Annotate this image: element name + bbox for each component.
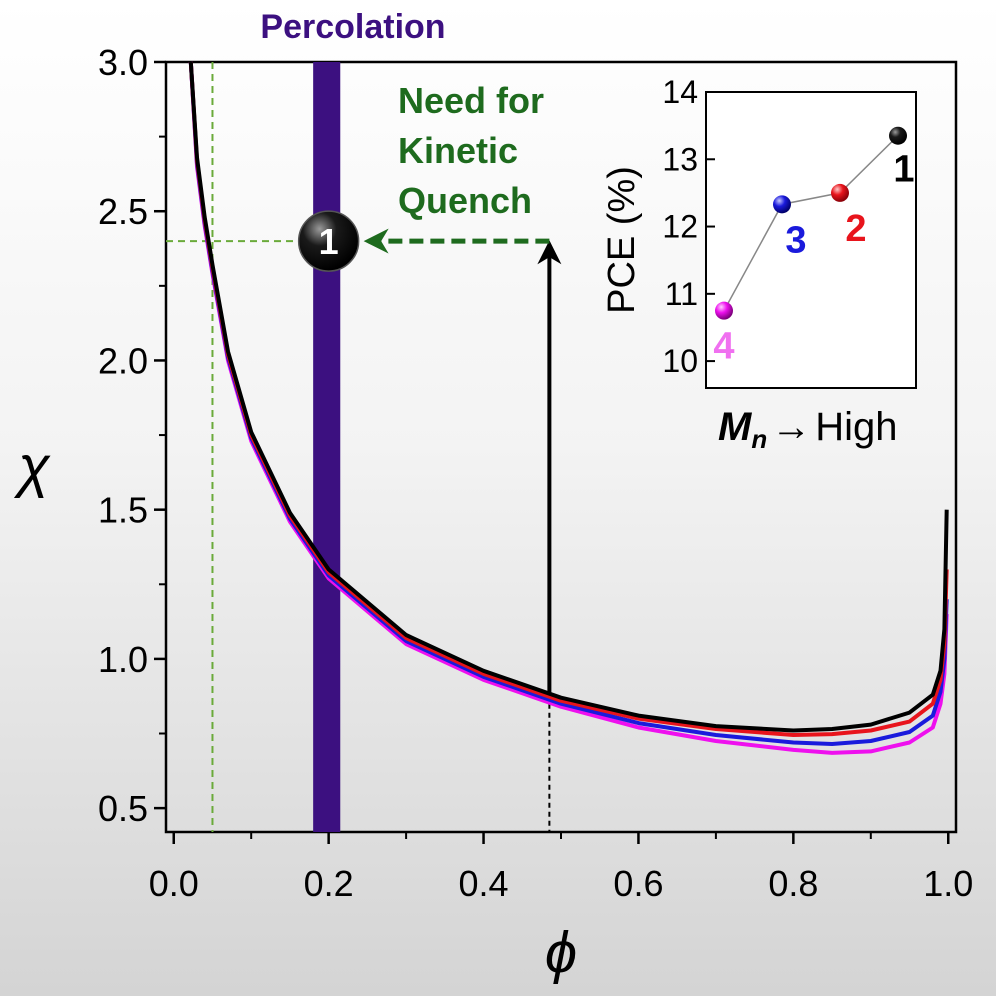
inset-x-text: High — [815, 405, 897, 449]
inset-y-tick-label: 14 — [662, 74, 698, 110]
y-tick-label: 0.5 — [98, 788, 148, 829]
inset-x-arrow: → — [771, 405, 811, 449]
inset-point-1 — [889, 126, 907, 145]
inset-axis-ticks: 10 11 12 13 14 — [662, 74, 715, 379]
x-tick-label: 0.6 — [613, 863, 663, 904]
quench-label-line-2: Kinetic — [398, 130, 518, 171]
inset-point-2 — [831, 183, 849, 202]
inset-y-tick-label: 10 — [662, 343, 698, 379]
y-tick-label: 1.5 — [98, 490, 148, 531]
inset-x-subscript: n — [751, 424, 767, 454]
inset-y-tick-label: 12 — [662, 209, 698, 245]
reference-lines — [166, 62, 551, 832]
y-tick-label: 3.0 — [98, 42, 148, 83]
inset-x-axis-title: Mn → High — [718, 405, 897, 454]
x-axis-title: ϕ — [545, 920, 577, 985]
percolation-band — [313, 62, 341, 832]
inset-point-3 — [773, 195, 791, 214]
x-tick-label: 0.8 — [768, 863, 818, 904]
inset-point-label-3: 3 — [785, 219, 806, 261]
svg-text:Mn→High: Mn → High — [718, 405, 897, 454]
arrow-layer — [363, 228, 562, 695]
curve-layer — [188, 61, 949, 755]
inset-point-label-1: 1 — [893, 149, 914, 191]
percolation-label: Percolation — [260, 8, 445, 46]
x-tick-label: 1.0 — [923, 863, 973, 904]
y-tick-label: 2.0 — [98, 340, 148, 381]
curve-series-0 — [188, 61, 949, 733]
y-axis-title: χ — [13, 434, 51, 499]
x-tick-label: 0.2 — [304, 863, 354, 904]
main-axis-ticks: 0.0 0.2 0.4 0.6 0.8 1.0 0.5 1.0 1.5 2.0 2.5 3.0 — [98, 42, 973, 904]
inset-y-tick-label: 11 — [665, 276, 698, 312]
inset-x-symbol: M — [718, 405, 753, 449]
y-tick-label: 1.0 — [98, 639, 148, 680]
inset-y-tick-label: 13 — [662, 141, 698, 177]
percolation-band-layer — [313, 62, 341, 832]
point-1-marker: 1 — [297, 210, 360, 272]
point-1-label: 1 — [319, 221, 339, 262]
quench-label-line-1: Need for — [398, 80, 544, 121]
inset-connector-line — [723, 135, 899, 311]
inset-y-axis-title: PCE (%) — [601, 166, 643, 314]
y-tick-label: 2.5 — [98, 191, 148, 232]
x-tick-label: 0.0 — [149, 863, 199, 904]
quench-label-line-3: Quench — [398, 180, 532, 221]
inset-frame — [705, 91, 917, 389]
inset-point-4 — [715, 301, 733, 320]
inset-points: 4 3 21 — [713, 126, 915, 368]
x-tick-label: 0.4 — [459, 863, 509, 904]
inset-point-label-2: 2 — [845, 208, 866, 250]
inset-point-label-4: 4 — [713, 326, 734, 368]
